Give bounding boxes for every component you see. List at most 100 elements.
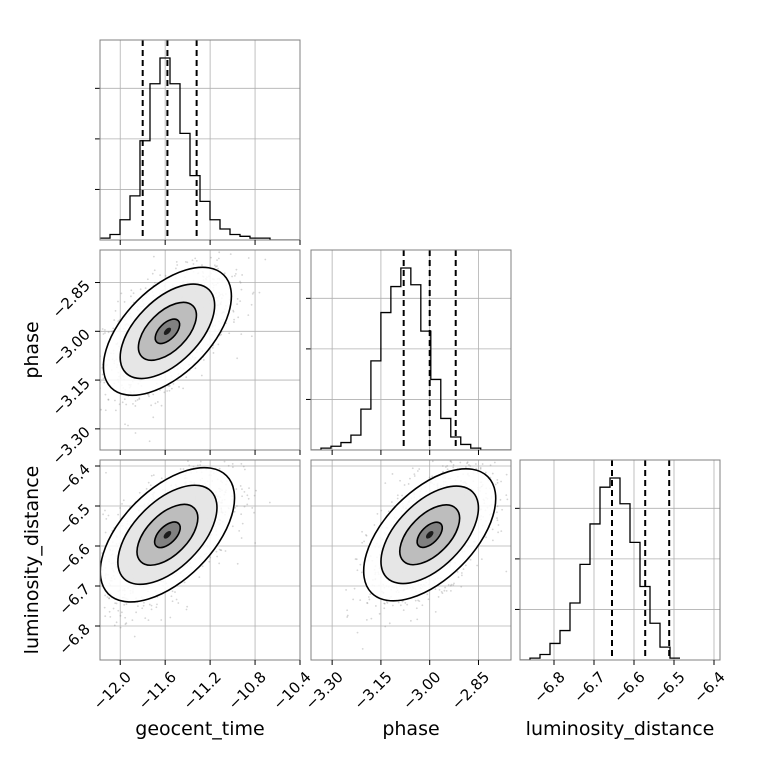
scatter-point	[185, 608, 188, 611]
scatter-point	[500, 530, 503, 532]
scatter-point	[450, 461, 453, 464]
scatter-point	[247, 257, 250, 259]
scatter-point	[491, 539, 494, 542]
tick-label-luminosity_distance: −6.5	[650, 668, 688, 706]
scatter-point	[231, 466, 234, 469]
tick-label-phase: −3.15	[350, 668, 395, 713]
scatter-point	[367, 596, 370, 598]
scatter-point	[104, 615, 107, 618]
scatter-point	[152, 474, 155, 477]
scatter-point	[460, 572, 463, 574]
scatter-point	[496, 505, 499, 508]
scatter-point	[505, 473, 508, 476]
scatter-point	[415, 607, 418, 610]
scatter-point	[229, 246, 231, 248]
scatter-point	[258, 291, 261, 294]
scatter-point	[468, 464, 470, 466]
scatter-point	[505, 494, 508, 497]
scatter-point	[236, 303, 239, 306]
scatter-point	[456, 571, 459, 573]
tick-label-geocent_time: −12.0	[90, 668, 135, 713]
scatter-point	[246, 503, 249, 506]
scatter-point	[208, 560, 211, 563]
tick-label-luminosity_distance: −6.8	[55, 620, 93, 658]
scatter-point	[218, 562, 221, 565]
scatter-point	[444, 466, 447, 468]
scatter-point	[243, 505, 246, 508]
scatter-point	[117, 513, 119, 516]
scatter-point	[135, 611, 138, 614]
scatter-point	[110, 330, 113, 333]
scatter-point	[201, 565, 204, 568]
scatter-point	[384, 482, 387, 485]
scatter-point	[401, 600, 404, 603]
scatter-point	[254, 542, 257, 544]
scatter-point	[469, 456, 471, 458]
scatter-point	[218, 251, 221, 254]
scatter-point	[418, 600, 421, 603]
axis-label-x-luminosity_distance: luminosity_distance	[526, 718, 715, 740]
scatter-point	[235, 488, 238, 490]
scatter-point	[411, 467, 414, 470]
scatter-point	[406, 603, 409, 606]
scatter-point	[120, 611, 123, 614]
panel-frame	[310, 249, 512, 451]
scatter-point	[216, 555, 219, 558]
scatter-point	[101, 373, 104, 376]
scatter-point	[220, 333, 222, 336]
scatter-point	[220, 549, 223, 552]
scatter-point	[421, 604, 424, 607]
scatter-point	[497, 531, 500, 534]
axis-label-y-phase: phase	[21, 321, 43, 378]
scatter-point	[215, 550, 218, 553]
scatter-point	[481, 463, 484, 465]
tick-label-luminosity_distance: −6.7	[55, 580, 93, 618]
scatter-point	[108, 597, 110, 600]
tick-label-geocent_time: −11.6	[135, 668, 180, 713]
scatter-point	[352, 598, 355, 601]
scatter-point	[232, 309, 235, 312]
scatter-point	[160, 619, 163, 621]
scatter-point	[489, 464, 492, 467]
scatter-point	[251, 292, 254, 295]
scatter-point	[253, 494, 256, 497]
scatter-point	[125, 603, 128, 606]
scatter-point	[168, 389, 171, 392]
scatter-point	[217, 343, 220, 346]
histogram-geocent_time	[100, 57, 300, 240]
scatter-point	[123, 398, 126, 401]
scatter-point	[175, 267, 177, 270]
scatter-point	[171, 590, 174, 593]
scatter-point	[414, 599, 417, 602]
scatter-point	[211, 346, 214, 349]
scatter-point	[178, 386, 180, 388]
tick-label-luminosity_distance: −6.8	[530, 668, 568, 706]
scatter-point	[361, 541, 364, 544]
scatter-point	[247, 314, 250, 317]
axis-label-x-geocent_time: geocent_time	[135, 718, 264, 740]
scatter-point	[457, 576, 460, 579]
scatter-point	[153, 281, 156, 284]
scatter-point	[438, 588, 441, 591]
scatter-point	[175, 598, 178, 601]
scatter-point	[418, 468, 421, 470]
scatter-point	[92, 582, 94, 584]
scatter-point	[497, 524, 500, 526]
scatter-point	[233, 510, 236, 513]
scatter-point	[112, 327, 115, 330]
scatter-point	[131, 619, 134, 622]
scatter-point	[236, 357, 239, 360]
scatter-point	[494, 483, 497, 486]
scatter-point	[90, 570, 92, 572]
histogram-luminosity_distance	[520, 477, 680, 660]
scatter-point	[466, 461, 469, 464]
scatter-point	[130, 295, 132, 298]
scatter-point	[107, 398, 110, 401]
scatter-point	[359, 563, 362, 566]
scatter-point	[104, 409, 107, 412]
scatter-point	[147, 481, 150, 484]
scatter-point	[104, 594, 107, 597]
scatter-point	[84, 396, 86, 398]
scatter-point	[557, 481, 559, 483]
